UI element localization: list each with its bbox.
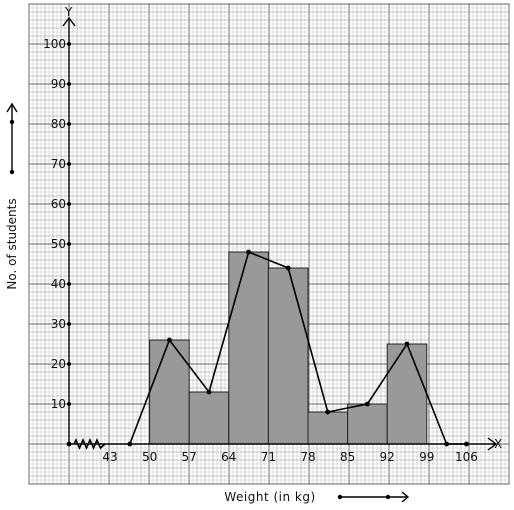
y-direction-dot bbox=[9, 119, 15, 125]
x-direction-arrowhead bbox=[401, 491, 410, 503]
x-tick-label: 43 bbox=[102, 450, 117, 464]
y-tick-mark bbox=[67, 162, 71, 166]
y-tick-mark bbox=[67, 82, 71, 86]
y-axis-arrowhead bbox=[62, 16, 76, 27]
y-tick-label: 70 bbox=[51, 157, 66, 171]
y-tick-label: 60 bbox=[51, 197, 66, 211]
polygon-line bbox=[129, 250, 467, 445]
x-tick-label: 57 bbox=[182, 450, 197, 464]
x-tick-label: 85 bbox=[340, 450, 355, 464]
histogram-bars bbox=[149, 251, 428, 445]
y-tick-label: 30 bbox=[51, 317, 66, 331]
polygon-point bbox=[167, 337, 172, 343]
y-tick-mark bbox=[67, 322, 71, 326]
y-tick-mark bbox=[67, 282, 71, 286]
y-tick-label: 80 bbox=[51, 117, 66, 131]
y-tick-mark bbox=[67, 122, 71, 126]
frequency-polygon bbox=[127, 249, 469, 447]
x-tick-label: 92 bbox=[380, 450, 395, 464]
x-direction-dot bbox=[385, 494, 391, 500]
y-direction-dot bbox=[9, 169, 15, 175]
histogram-bar bbox=[307, 411, 349, 445]
x-tick-labels: 43 50 57 64 71 78 85 92 99 106 bbox=[102, 450, 477, 464]
y-tick-mark bbox=[67, 42, 71, 46]
y-tick-label: 50 bbox=[51, 237, 66, 251]
histogram-bar bbox=[386, 343, 428, 445]
x-axis-arrowhead bbox=[487, 437, 498, 451]
y-tick-mark bbox=[67, 202, 71, 206]
y-tick-mark bbox=[67, 362, 71, 366]
axes bbox=[62, 16, 498, 451]
polygon-point bbox=[404, 341, 410, 347]
y-tick-label: 20 bbox=[51, 357, 66, 371]
polygon-point bbox=[325, 409, 331, 415]
x-axis-label: Weight (in kg) bbox=[224, 490, 315, 504]
polygon-point bbox=[127, 441, 133, 447]
histogram-bar bbox=[228, 251, 269, 445]
polygon-point bbox=[464, 441, 469, 447]
grid bbox=[28, 3, 510, 485]
x-tick-label: 99 bbox=[419, 450, 434, 464]
x-tick-label: 106 bbox=[455, 450, 478, 464]
polygon-point bbox=[285, 265, 291, 271]
y-direction-arrowhead bbox=[6, 102, 18, 113]
axis-direction-arrows bbox=[6, 102, 410, 503]
histogram-bar bbox=[347, 403, 388, 445]
y-axis-label: No. of students bbox=[5, 198, 19, 289]
x-direction-dot bbox=[337, 494, 343, 500]
axis-break-kink bbox=[73, 438, 106, 450]
polygon-point bbox=[365, 401, 370, 407]
polygon-point bbox=[246, 249, 252, 255]
y-axis-letter: Y bbox=[64, 5, 73, 19]
histogram-bar bbox=[149, 339, 190, 445]
y-tick-label: 10 bbox=[51, 397, 66, 411]
y-tick-labels: 10 20 30 40 50 60 70 80 90 100 bbox=[43, 37, 71, 411]
x-tick-label: 78 bbox=[300, 450, 315, 464]
origin-point bbox=[66, 441, 72, 447]
x-axis-letter: X bbox=[494, 437, 502, 451]
polygon-point bbox=[444, 441, 449, 447]
x-tick-label: 71 bbox=[261, 450, 276, 464]
y-tick-mark bbox=[67, 242, 71, 246]
y-tick-label: 40 bbox=[51, 277, 66, 291]
x-tick-label: 64 bbox=[221, 450, 236, 464]
x-tick-label: 50 bbox=[142, 450, 157, 464]
histogram-bar bbox=[267, 267, 309, 445]
polygon-point bbox=[206, 389, 212, 395]
y-tick-mark bbox=[67, 402, 71, 406]
y-tick-label: 90 bbox=[51, 77, 66, 91]
y-tick-label: 100 bbox=[43, 37, 66, 51]
histogram-bar bbox=[188, 391, 230, 445]
